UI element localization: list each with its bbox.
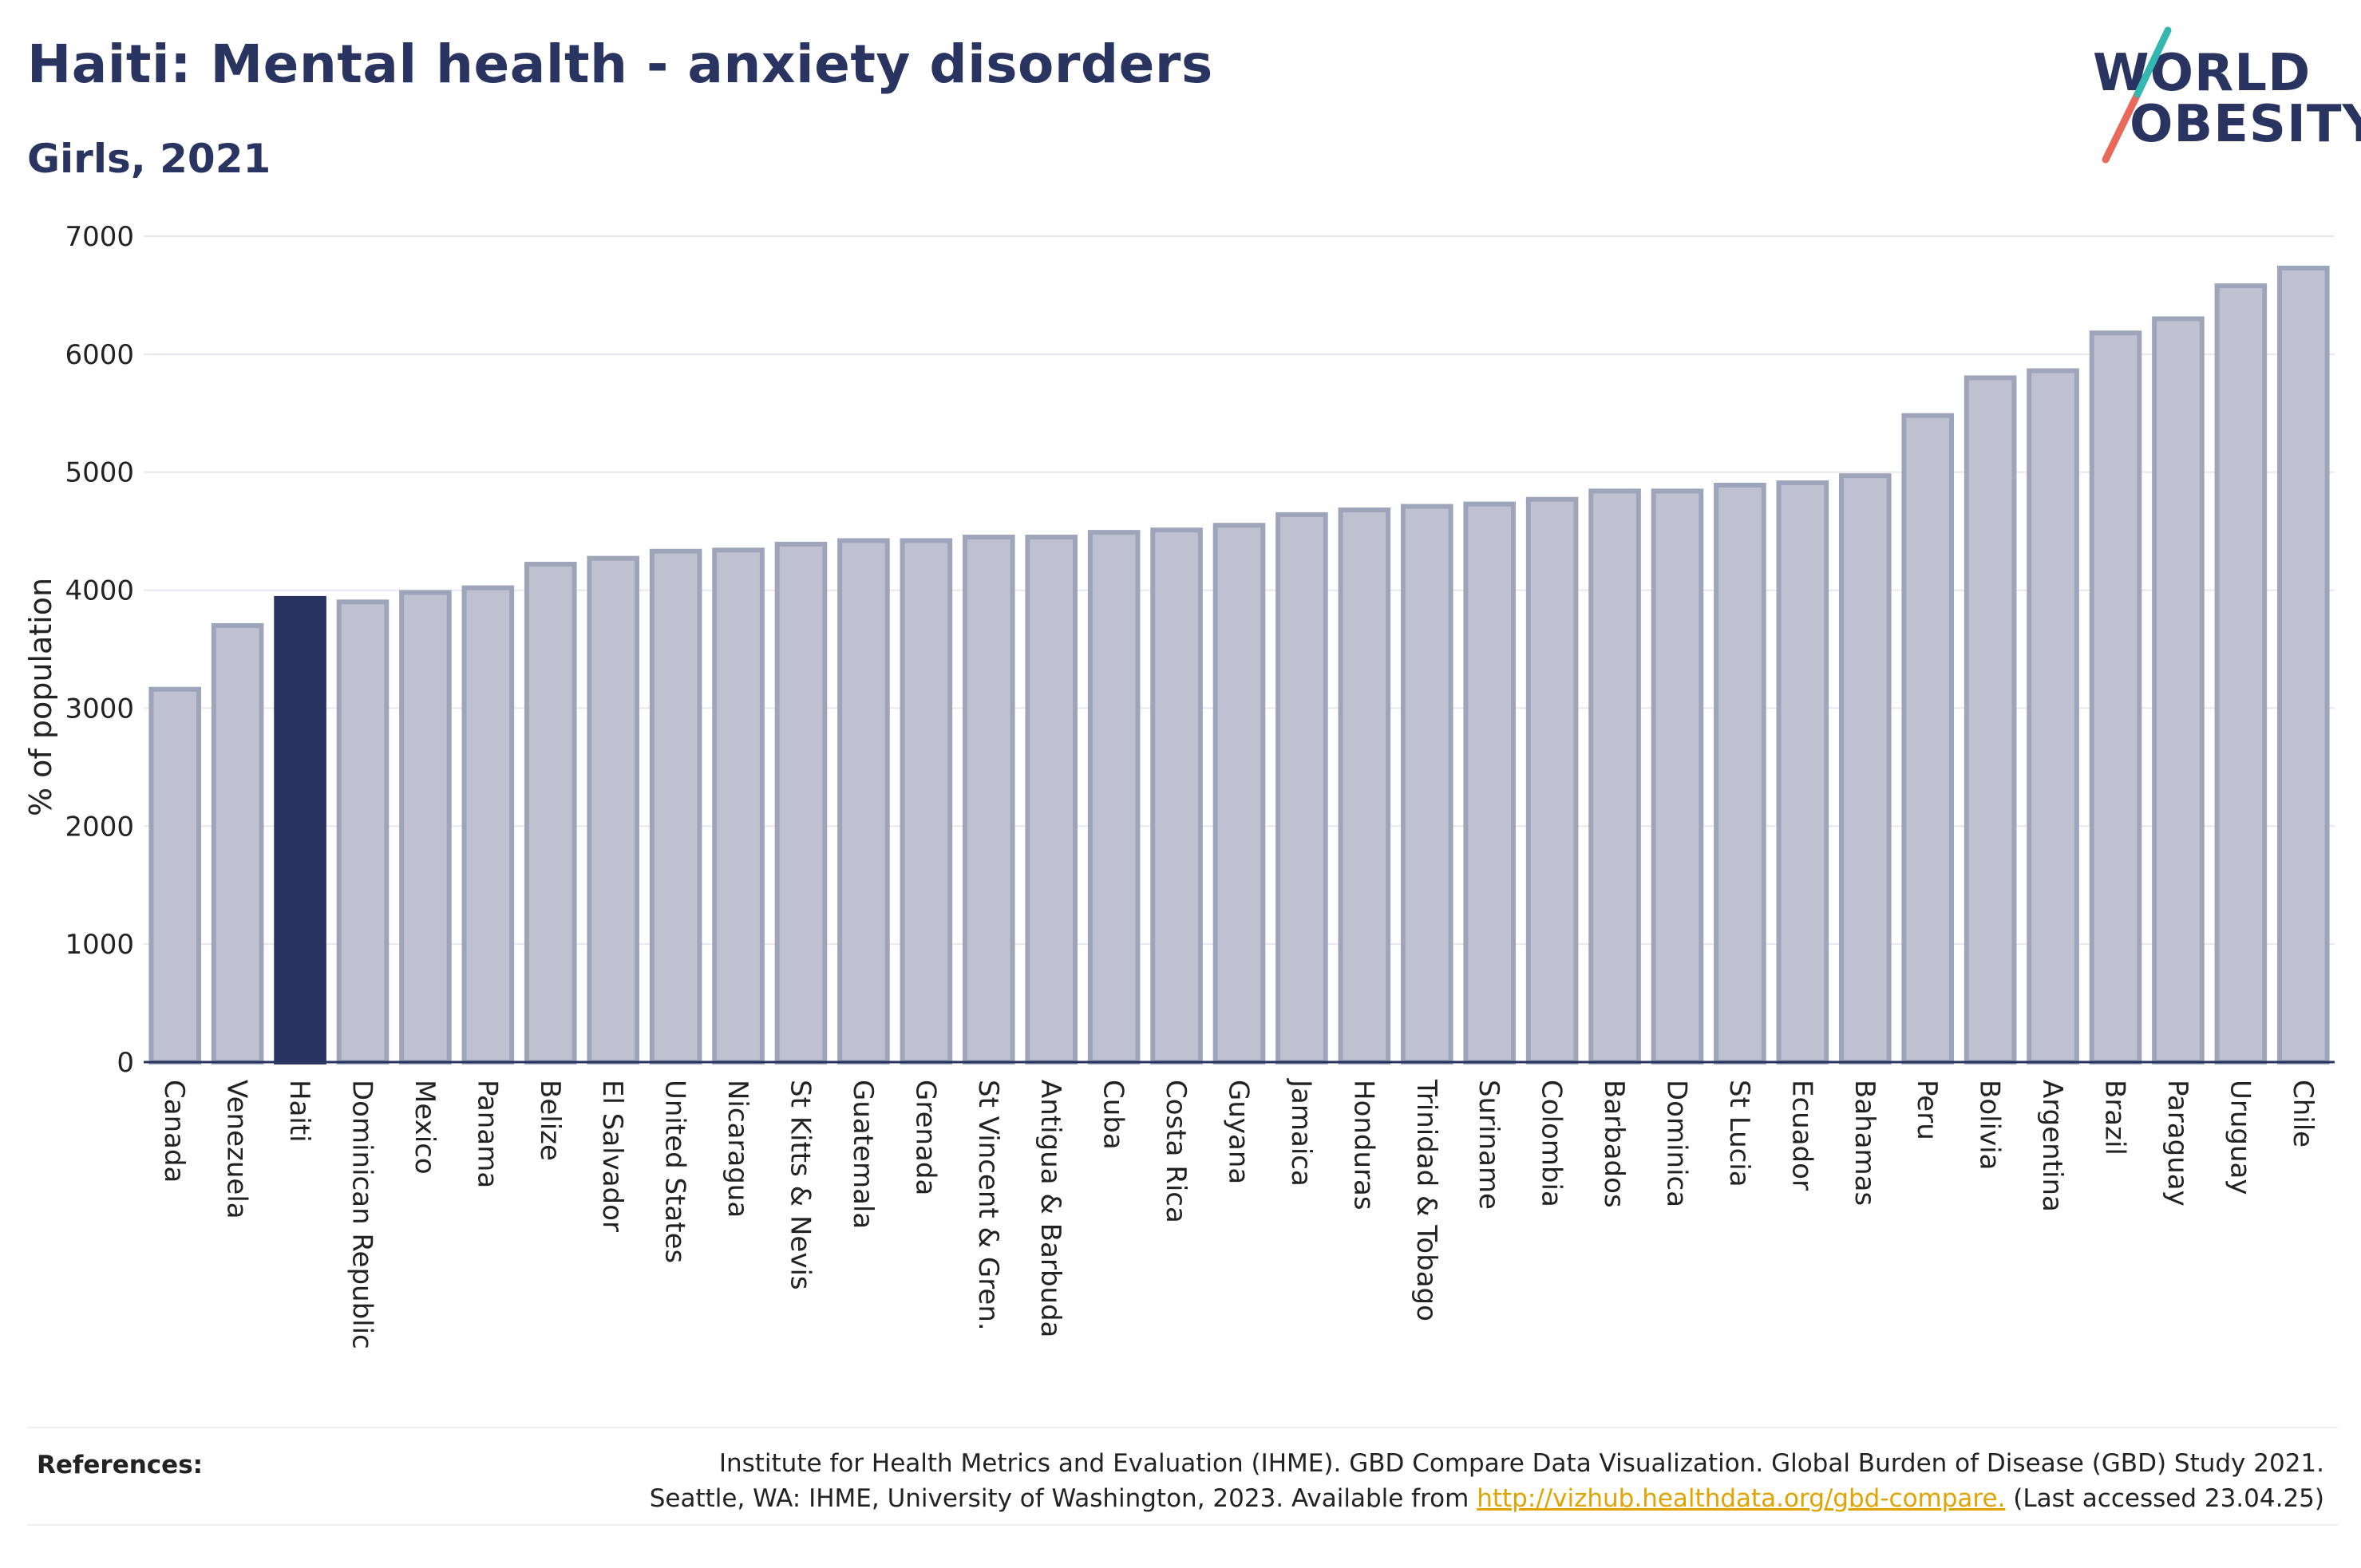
x-tick-label: Bahamas (1849, 1080, 1880, 1206)
x-tick-label: Colombia (1536, 1080, 1568, 1207)
x-tick-label: Jamaica (1285, 1078, 1317, 1187)
x-tick-label: Mexico (409, 1080, 441, 1175)
bar (1400, 504, 1453, 1065)
reference-link[interactable]: http://vizhub.healthdata.org/gbd-compare… (1477, 1484, 2006, 1513)
bar (2152, 316, 2205, 1064)
y-tick-label: 3000 (65, 693, 134, 725)
x-tick-label: Panama (471, 1080, 503, 1188)
x-axis-ticks: Canada Venezuela Haiti Dominican Republic Me… (158, 1078, 2319, 1349)
page-title: Haiti: Mental health - anxiety disorders (27, 34, 1213, 95)
y-tick-label: 1000 (65, 929, 134, 961)
x-tick-label: Argentina (2036, 1080, 2068, 1212)
x-tick-label: Bolivia (1974, 1080, 2006, 1170)
bar (712, 547, 765, 1064)
y-axis-ticks: 0 1000 2000 3000 4000 5000 6000 7000 (65, 221, 134, 1079)
y-axis-label: % of population (23, 578, 58, 816)
x-tick-label: Guatemala (847, 1080, 879, 1229)
x-tick-label: Costa Rica (1160, 1080, 1192, 1223)
bar (148, 686, 202, 1064)
bar (2214, 283, 2268, 1065)
y-tick-label: 2000 (65, 811, 134, 843)
x-tick-label: United States (659, 1080, 691, 1263)
bar (461, 585, 515, 1065)
bar (1838, 473, 1892, 1064)
bar (1588, 488, 1641, 1065)
y-tick-label: 5000 (65, 457, 134, 489)
bar (962, 535, 1015, 1064)
x-tick-label: St Kitts & Nevis (785, 1080, 817, 1290)
bar (1087, 530, 1141, 1065)
bar (2089, 330, 2142, 1064)
x-tick-label: Belize (534, 1080, 566, 1161)
x-tick-label: Antigua & Barbuda (1034, 1080, 1066, 1337)
bar (649, 548, 702, 1064)
bar (1463, 501, 1517, 1064)
x-tick-label: Cuba (1097, 1080, 1129, 1150)
x-tick-label: Nicaragua (722, 1080, 753, 1218)
bar (900, 538, 953, 1064)
x-tick-label: Paraguay (2161, 1080, 2193, 1207)
page-subtitle: Girls, 2021 (27, 136, 271, 182)
y-tick-label: 7000 (65, 221, 134, 253)
x-tick-label: Ecuador (1786, 1080, 1817, 1191)
bar-chart: 0 1000 2000 3000 4000 5000 6000 7000 Canada Vene… (23, 221, 2335, 1349)
bar (211, 622, 264, 1064)
x-tick-label: Peru (1911, 1080, 1943, 1140)
bar-highlighted (274, 595, 326, 1064)
logo-slash-icon (2102, 26, 2172, 164)
y-tick-label: 0 (117, 1047, 134, 1079)
x-tick-label: Haiti (283, 1080, 315, 1143)
bar (1338, 508, 1391, 1064)
bar (336, 599, 390, 1065)
bar (774, 541, 828, 1064)
bar (587, 555, 640, 1064)
bar (524, 562, 577, 1064)
footer-divider-bottom (27, 1524, 2338, 1526)
bar (1901, 413, 1955, 1064)
reference-line-1: Institute for Health Metrics and Evaluat… (718, 1449, 2324, 1478)
x-tick-label: Trinidad & Tobago (1410, 1079, 1442, 1321)
bar (1525, 496, 1579, 1064)
x-tick-label: Suriname (1473, 1080, 1505, 1210)
x-tick-label: Honduras (1347, 1080, 1379, 1211)
bar (1150, 527, 1203, 1064)
logo-word-obesity: OBESITY (2130, 95, 2361, 154)
bar (2027, 368, 2079, 1065)
bar (399, 590, 452, 1064)
bar (1212, 523, 1266, 1064)
bar (1025, 535, 1078, 1064)
x-tick-label: Guyana (1223, 1080, 1255, 1184)
y-tick-label: 4000 (65, 575, 134, 607)
x-tick-label: El Salvador (596, 1080, 628, 1232)
x-tick-label: Canada (158, 1080, 190, 1183)
x-tick-label: Dominica (1661, 1080, 1693, 1207)
bars (148, 265, 2330, 1065)
bar (2276, 265, 2330, 1064)
reference-line-2-prefix: Seattle, WA: IHME, University of Washing… (649, 1484, 1477, 1513)
bar (1776, 480, 1829, 1064)
bar (837, 538, 890, 1064)
reference-line-2-suffix: (Last accessed 23.04.25) (2005, 1484, 2324, 1513)
y-tick-label: 6000 (65, 339, 134, 371)
x-tick-label: Uruguay (2224, 1080, 2256, 1195)
x-tick-label: St Lucia (1723, 1080, 1755, 1187)
x-tick-label: Chile (2287, 1080, 2319, 1147)
bar (1964, 375, 2017, 1064)
world-obesity-logo: WORLD OBESITY (2075, 16, 2361, 176)
x-tick-label: Brazil (2099, 1080, 2131, 1155)
references-label: References: (37, 1451, 204, 1479)
reference-line-2: Seattle, WA: IHME, University of Washing… (650, 1481, 2324, 1516)
bar (1651, 488, 1704, 1065)
x-tick-label: Barbados (1598, 1080, 1630, 1208)
x-tick-label: St Vincent & Gren. (972, 1080, 1004, 1331)
x-tick-label: Dominican Republic (346, 1080, 378, 1349)
bar (1275, 511, 1328, 1064)
footer-divider-top (27, 1427, 2338, 1428)
x-tick-label: Venezuela (221, 1080, 253, 1219)
x-tick-label: Grenada (909, 1080, 941, 1195)
references-text: Institute for Health Metrics and Evaluat… (650, 1446, 2324, 1516)
bar (1714, 482, 1766, 1064)
logo-word-world: WORLD (2093, 44, 2312, 103)
